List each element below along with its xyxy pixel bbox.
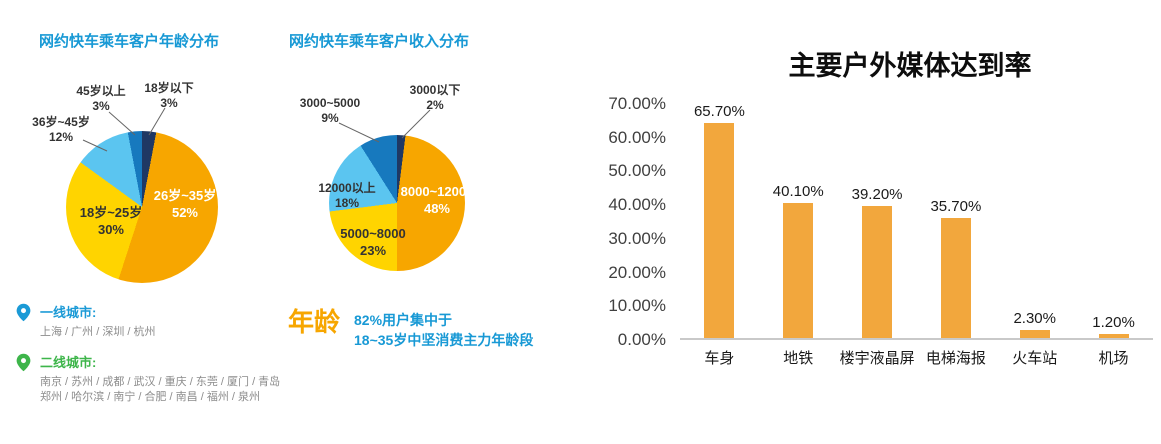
bar-category-label: 地铁 — [783, 350, 814, 367]
bar — [1098, 333, 1129, 338]
pie-label-3000to5000: 3000~5000 9% — [299, 96, 361, 125]
y-axis-tick: 30.00% — [608, 228, 666, 248]
legend-tier1-cities: 一线城市: 上海 / 广州 / 深圳 / 杭州 — [14, 302, 299, 340]
tier2-label: 二线城市: — [40, 355, 97, 370]
bar-value-label: 39.20% — [851, 186, 903, 204]
pie-label-45plus: 45岁以上 3% — [76, 84, 126, 113]
annotation-keyword: 年龄 — [288, 307, 341, 337]
bar-chart-title: 主要户外媒体达到率 — [788, 51, 1032, 81]
tier2-city-list: 南京 / 苏州 / 成都 / 武汉 / 重庆 / 东莞 / 厦门 / 青岛 郑州… — [40, 376, 281, 403]
tier1-label: 一线城市: — [40, 305, 97, 320]
bar-category-label: 楼宇液晶屏 — [839, 350, 915, 367]
bar-value-label: 40.10% — [772, 183, 824, 201]
bar-chart-x-axis: 车身 地铁 楼宇液晶屏 电梯海报 火车站 机场 — [680, 347, 1153, 368]
bar-value-label: 2.30% — [1013, 310, 1056, 328]
bar — [862, 206, 893, 338]
income-distribution-chart: 网约快车乘车客户收入分布 3000以下 2% 3000~5000 9% 1200… — [285, 28, 520, 304]
pie-label-above12000: 12000以上 18% — [318, 181, 376, 210]
pie-label-8000to12000: 8000~12000 48% — [400, 184, 474, 216]
bar-value-label: 1.20% — [1092, 313, 1135, 331]
bar-value-label: 35.70% — [930, 198, 982, 216]
annotation-text: 82%用户集中于 18~35岁中坚消费主力年龄段 — [354, 312, 534, 348]
y-axis-tick: 20.00% — [608, 262, 666, 282]
pie-label-below3000: 3000以下 2% — [409, 83, 461, 112]
y-axis-tick: 40.00% — [608, 195, 666, 215]
y-axis-tick: 70.00% — [608, 94, 666, 113]
bar-column: 35.70% — [916, 103, 995, 338]
income-chart-title: 网约快车乘车客户收入分布 — [289, 33, 470, 50]
pie-label-36to45: 36岁~45岁 12% — [32, 115, 90, 144]
pie-label-under18: 18岁以下 3% — [144, 81, 194, 110]
bar — [940, 218, 971, 338]
bar-value-label: 65.70% — [693, 103, 745, 120]
bar-column: 39.20% — [838, 103, 917, 338]
age-annotation: 年龄 82%用户集中于 18~35岁中坚消费主力年龄段 — [288, 308, 533, 350]
tier1-city-list: 上海 / 广州 / 深圳 / 杭州 — [40, 326, 156, 338]
bar-chart-y-axis: 70.00% 60.00% 50.00% 40.00% 30.00% 20.00% 10.0… — [578, 94, 666, 349]
bar-category-label: 车身 — [704, 350, 735, 367]
bar-category-label: 火车站 — [1012, 350, 1058, 367]
age-pie — [66, 131, 218, 283]
bar — [1019, 330, 1050, 338]
bar — [783, 203, 814, 338]
city-legend: 一线城市: 上海 / 广州 / 深圳 / 杭州 二线城市: 南京 / 苏州 / … — [14, 302, 299, 417]
pie-label-18to25: 18岁~25岁 30% — [79, 205, 143, 237]
bar-category-label: 电梯海报 — [925, 350, 986, 367]
legend-tier2-cities: 二线城市: 南京 / 苏州 / 成都 / 武汉 / 重庆 / 东莞 / 厦门 /… — [14, 352, 299, 405]
pie-label-26to35: 26岁~35岁 52% — [153, 188, 217, 220]
bar-column: 65.70% — [680, 103, 759, 338]
map-pin-icon — [16, 353, 31, 372]
bar-column: 40.10% — [759, 103, 838, 338]
y-axis-tick: 50.00% — [608, 161, 666, 181]
pie-label-5000to8000: 5000~8000 23% — [340, 226, 406, 258]
bar-chart-plot-area: 65.70% 40.10% 39.20% 35.70% 2.30% 1.20% — [680, 103, 1153, 340]
age-distribution-chart: 网约快车乘车客户年龄分布 45岁以上 3% 18岁以下 3% 36岁~45岁 1… — [25, 28, 285, 304]
income-pie — [329, 135, 465, 271]
map-pin-icon — [16, 303, 31, 322]
y-axis-tick: 0.00% — [617, 329, 666, 349]
bar-column: 2.30% — [995, 103, 1074, 338]
age-chart-title: 网约快车乘车客户年龄分布 — [39, 33, 220, 50]
y-axis-tick: 60.00% — [608, 127, 666, 147]
bar-column: 1.20% — [1074, 103, 1153, 338]
y-axis-tick: 10.00% — [608, 296, 666, 316]
bar — [704, 123, 735, 338]
bar-category-label: 机场 — [1098, 350, 1129, 367]
